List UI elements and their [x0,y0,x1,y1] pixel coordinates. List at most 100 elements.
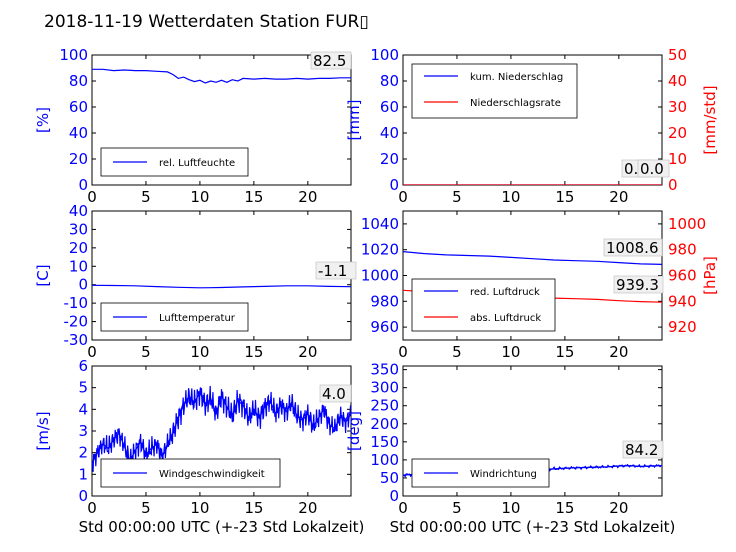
y-tick-label: 80 [380,72,399,90]
legend-entry: Windgeschwindigkeit [159,469,265,480]
figure-title: 2018-11-19 Wetterdaten Station FUR▯ [44,12,369,32]
legend-entry: Niederschlagsrate [470,98,561,109]
y-right-tick-label: 20 [668,124,687,142]
x-tick-label: 10 [190,188,209,206]
last-value-box [319,384,352,403]
x-tick-label: 15 [244,188,263,206]
y-right-axis-label: [mm/std] [701,85,719,154]
y-tick-label: 80 [69,72,88,90]
x-tick-label: 15 [555,188,574,206]
last-value-box [622,440,664,459]
x-tick-label: 15 [244,499,263,517]
x-tick-label: 0 [398,343,408,361]
y-tick-label: 1020 [361,241,399,259]
last-value-label: 0.0 [640,160,664,178]
y-tick-label: 20 [380,150,399,168]
y-tick-label: 20 [69,150,88,168]
figure-title-text: 2018-11-19 Wetterdaten Station FUR [44,12,360,32]
legend-box [411,278,556,332]
y-tick-label: -30 [64,331,89,349]
legend-entry: kum. Niederschlag [470,72,563,83]
y-tick-label: 40 [380,124,399,142]
x-tick-label: 10 [190,499,209,517]
y-tick-label: 300 [370,379,399,397]
x-tick-label: 0 [87,343,97,361]
y-tick-label: 150 [370,433,399,451]
last-value-box [315,261,357,280]
y-tick-label: 960 [370,318,399,336]
y-tick-label: 1 [78,465,88,483]
last-value-label: 4.0 [322,385,346,403]
y-tick-label: 0 [389,487,399,505]
y-tick-label: 0 [78,276,88,294]
y-tick-label: 10 [69,257,88,275]
legend-entry: abs. Luftdruck [470,313,541,324]
last-value-box [637,159,670,178]
x-tick-label: 10 [501,499,520,517]
x-tick-label: 5 [452,188,462,206]
legend-box [100,147,249,177]
y-right-tick-label: 50 [668,46,687,64]
last-value-box [310,51,352,70]
y-tick-label: 1000 [361,267,399,285]
x-tick-label: 10 [501,343,520,361]
x-tick-label: 10 [190,343,209,361]
last-value-label: 84.2 [625,441,658,459]
y-axis-label: [mm] [345,100,363,141]
y-axis-label: [C] [34,264,52,286]
y-tick-label: 980 [370,292,399,310]
y-tick-label: 0 [78,487,88,505]
y-right-tick-label: 30 [668,98,687,116]
x-axis-label: Std 00:00:00 UTC (+-23 Std Lokalzeit) [390,518,676,536]
y-right-tick-label: 980 [668,241,697,259]
y-tick-label: 100 [59,46,88,64]
last-value-label: 82.5 [313,52,346,70]
x-axis-label: Std 00:00:00 UTC (+-23 Std Lokalzeit) [79,518,365,536]
series-pressure-0 [403,251,662,265]
y-right-tick-label: 1000 [668,215,706,233]
x-tick-label: 20 [298,188,317,206]
x-tick-label: 20 [609,188,628,206]
y-tick-label: -10 [64,294,89,312]
x-tick-label: 20 [298,499,317,517]
y-axis-label: [deg] [345,411,363,451]
panel-precipitation: 0 5 10 15 20 0 20 40 60 80 100 0 10 20 30 40 50 [mm] [mm/s… [345,46,719,206]
x-tick-label: 5 [141,499,151,517]
last-value-box [603,238,663,257]
y-tick-label: 0 [78,176,88,194]
x-tick-label: 15 [244,343,263,361]
x-tick-label: 0 [87,499,97,517]
x-tick-label: 10 [501,188,520,206]
y-tick-label: 40 [69,124,88,142]
x-tick-label: 5 [141,188,151,206]
y-right-tick-label: 940 [668,292,697,310]
panel-temperature: 0 5 10 15 20-30-20-10010203040[C]Lufttempera… [34,202,357,361]
y-tick-label: 20 [69,239,88,257]
series-group [92,68,351,84]
y-tick-label: 4 [78,400,88,418]
panel-humidity: 0 5 10 15 20 0 20 40 60 80 100 [%] rel. Luftfeuchte 8… [34,46,352,206]
y-right-tick-label: 40 [668,72,687,90]
legend-entry: rel. Luftfeuchte [159,158,235,169]
y-tick-label: 200 [370,415,399,433]
y-tick-label: 0 [389,176,399,194]
y-right-tick-label: 10 [668,150,687,168]
y-right-tick-label: 960 [668,267,697,285]
legend-box [411,63,578,119]
x-tick-label: 0 [87,188,97,206]
x-tick-label: 0 [398,188,408,206]
y-axis-label: [m/s] [34,411,52,450]
y-tick-label: 50 [380,469,399,487]
legend-entry: Lufttemperatur [159,313,236,324]
y-right-axis-label: [hPa] [701,256,719,295]
series-group [92,385,351,472]
panel-pressure: 0 5 10 15 20 960 980 1000 1020 1040 920 940 960 980 10… [361,210,719,361]
x-tick-label: 5 [452,343,462,361]
y-axis-label: [%] [34,107,52,133]
legend-box [100,302,249,332]
y-tick-label: 30 [69,220,88,238]
x-tick-label: 15 [555,499,574,517]
y-tick-label: 2 [78,444,88,462]
